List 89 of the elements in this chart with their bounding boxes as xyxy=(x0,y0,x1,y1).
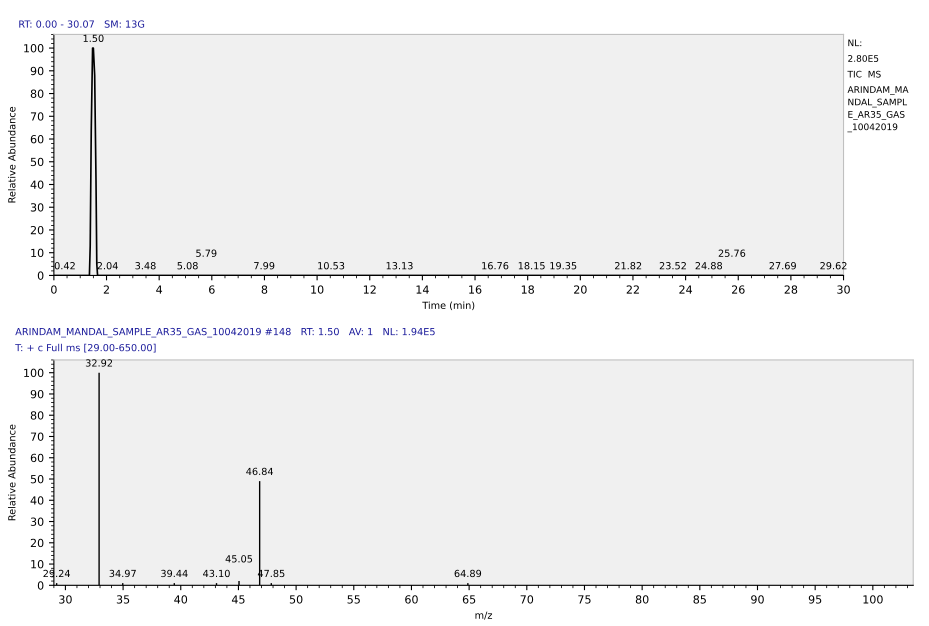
annotation: 0.42 xyxy=(54,262,75,270)
x-tick-label: 80 xyxy=(636,595,648,604)
annotation: 32.92 xyxy=(86,359,112,367)
annotation: 16.76 xyxy=(482,262,508,270)
x-tick-label: 30 xyxy=(837,285,850,294)
y-tick-label: 0 xyxy=(38,581,44,590)
x-tick-label: 14 xyxy=(416,286,429,294)
x-tick-label: 95 xyxy=(808,595,822,604)
annotation: 39.44 xyxy=(161,570,188,578)
x-tick-label: 28 xyxy=(784,285,798,294)
y-tick-label: 100 xyxy=(24,368,44,378)
annotation: 5.08 xyxy=(178,262,198,270)
annotation: 3.48 xyxy=(135,262,156,270)
y-tick-label: 20 xyxy=(30,538,44,548)
y-tick-label: 50 xyxy=(30,474,44,484)
annotation: 64.89 xyxy=(454,570,482,578)
annotation: 13.13 xyxy=(386,262,413,270)
annotation: 45.05 xyxy=(226,555,252,563)
y-tick-label: 30 xyxy=(30,518,44,526)
x-tick-label: 70 xyxy=(520,595,534,604)
text: NL: xyxy=(848,40,862,46)
text: ARINDAM_MANDAL_SAMPLE_AR35_GAS_10042019 xyxy=(847,86,909,132)
y-axis-title: Relative Abundance xyxy=(8,424,16,520)
x-tick-label: 24 xyxy=(679,285,692,294)
x-axis-title: m/z xyxy=(476,612,492,620)
annotation: 24.88 xyxy=(696,262,722,270)
y-tick-label: 70 xyxy=(30,112,44,121)
annotation: 27.69 xyxy=(770,262,796,270)
annotation: 5.79 xyxy=(196,250,216,257)
x-tick-label: 50 xyxy=(290,595,302,604)
text: TIC MS xyxy=(847,70,881,78)
x-tick-label: 22 xyxy=(626,285,639,294)
annotation: 10.53 xyxy=(318,262,344,270)
x-tick-label: 55 xyxy=(348,595,360,604)
x-tick-label: 0 xyxy=(51,285,57,294)
chart-subtitle: T: + c Full ms [29.00-650.00] xyxy=(15,344,156,352)
annotation: 43.10 xyxy=(203,570,230,578)
x-tick-label: 18 xyxy=(522,285,534,294)
x-tick-label: 30 xyxy=(59,595,72,604)
annotation: 18.15 xyxy=(518,262,545,270)
y-tick-label: 100 xyxy=(24,44,44,52)
x-tick-label: 20 xyxy=(574,285,587,294)
annotation: 1.50 xyxy=(84,34,104,42)
y-tick-label: 40 xyxy=(30,496,44,505)
annotation: 21.82 xyxy=(615,262,642,270)
y-tick-label: 50 xyxy=(30,158,44,166)
y-tick-label: 10 xyxy=(31,248,44,258)
text: 2.80E5 xyxy=(848,55,878,62)
y-tick-label: 80 xyxy=(30,90,44,98)
annotation: 25.76 xyxy=(718,250,746,257)
y-tick-label: 70 xyxy=(30,432,44,441)
annotation: 29.62 xyxy=(820,262,846,270)
y-tick-label: 0 xyxy=(38,271,44,280)
x-tick-label: 8 xyxy=(262,285,268,294)
y-tick-label: 20 xyxy=(30,226,44,234)
annotation: 46.84 xyxy=(246,468,274,476)
annotation: 34.97 xyxy=(110,570,136,578)
x-tick-label: 60 xyxy=(405,595,418,604)
annotation: 2.04 xyxy=(97,262,118,270)
y-tick-label: 80 xyxy=(30,411,44,420)
x-tick-label: 16 xyxy=(469,285,482,294)
y-tick-label: 90 xyxy=(30,66,44,76)
y-tick-label: 60 xyxy=(30,454,44,462)
x-tick-label: 75 xyxy=(578,595,591,604)
x-tick-label: 85 xyxy=(694,595,706,604)
chart-title: RT: 0.00 - 30.07 SM: 13G xyxy=(19,20,144,28)
x-tick-label: 100 xyxy=(863,595,883,604)
x-tick-label: 2 xyxy=(104,285,109,294)
x-tick-label: 90 xyxy=(751,595,764,604)
chart-title: ARINDAM_MANDAL_SAMPLE_AR35_GAS_10042019 #148 RT: 1.50 AV: 1 NL: 1.94E5 xyxy=(15,328,435,338)
x-tick-label: 35 xyxy=(116,595,130,604)
x-tick-label: 40 xyxy=(174,595,188,604)
x-tick-label: 65 xyxy=(462,595,476,604)
x-tick-label: 26 xyxy=(732,285,745,294)
x-axis-title: Time (min) xyxy=(422,301,474,310)
x-tick-label: 10 xyxy=(311,285,324,294)
x-tick-label: 45 xyxy=(232,595,245,604)
y-tick-label: 60 xyxy=(30,134,44,144)
annotation: 7.99 xyxy=(254,262,274,270)
annotation: 23.52 xyxy=(660,262,686,270)
y-tick-label: 30 xyxy=(30,203,44,212)
x-tick-label: 4 xyxy=(156,286,162,294)
y-tick-label: 10 xyxy=(31,560,44,568)
annotation: 19.35 xyxy=(550,262,576,270)
y-tick-label: 90 xyxy=(30,390,44,398)
x-tick-label: 12 xyxy=(364,285,376,294)
x-tick-label: 6 xyxy=(209,285,215,294)
y-axis-title: Relative Abundance xyxy=(8,106,16,203)
y-tick-label: 40 xyxy=(30,180,44,189)
